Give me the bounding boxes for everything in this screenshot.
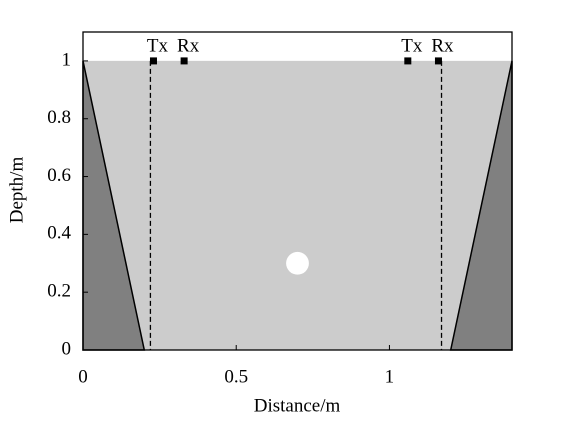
y-tick-label: 0 [62, 338, 72, 359]
transducer [434, 57, 442, 65]
transducer-label: Rx [177, 35, 200, 56]
x-axis-label: Distance/m [254, 395, 341, 416]
x-tick-label: 1 [385, 366, 395, 387]
y-tick-label: 0.4 [47, 223, 71, 244]
x-tick-label: 0.5 [224, 366, 248, 387]
y-tick-label: 0.6 [47, 165, 71, 186]
transducer-label: Tx [401, 35, 423, 56]
y-tick-label: 0.2 [47, 281, 71, 302]
x-tick-label: 0 [78, 366, 88, 387]
y-tick-label: 1 [62, 49, 72, 70]
medium [83, 60, 512, 351]
target [286, 251, 309, 275]
transducer-label: Tx [147, 35, 169, 56]
y-tick-label: 0.8 [47, 107, 71, 128]
transducer [180, 57, 188, 65]
transducer-label: Rx [431, 35, 454, 56]
transducer [404, 57, 412, 65]
transducer [149, 57, 157, 65]
y-axis-label: Depth/m [6, 157, 27, 224]
axes-frame [82, 31, 513, 351]
